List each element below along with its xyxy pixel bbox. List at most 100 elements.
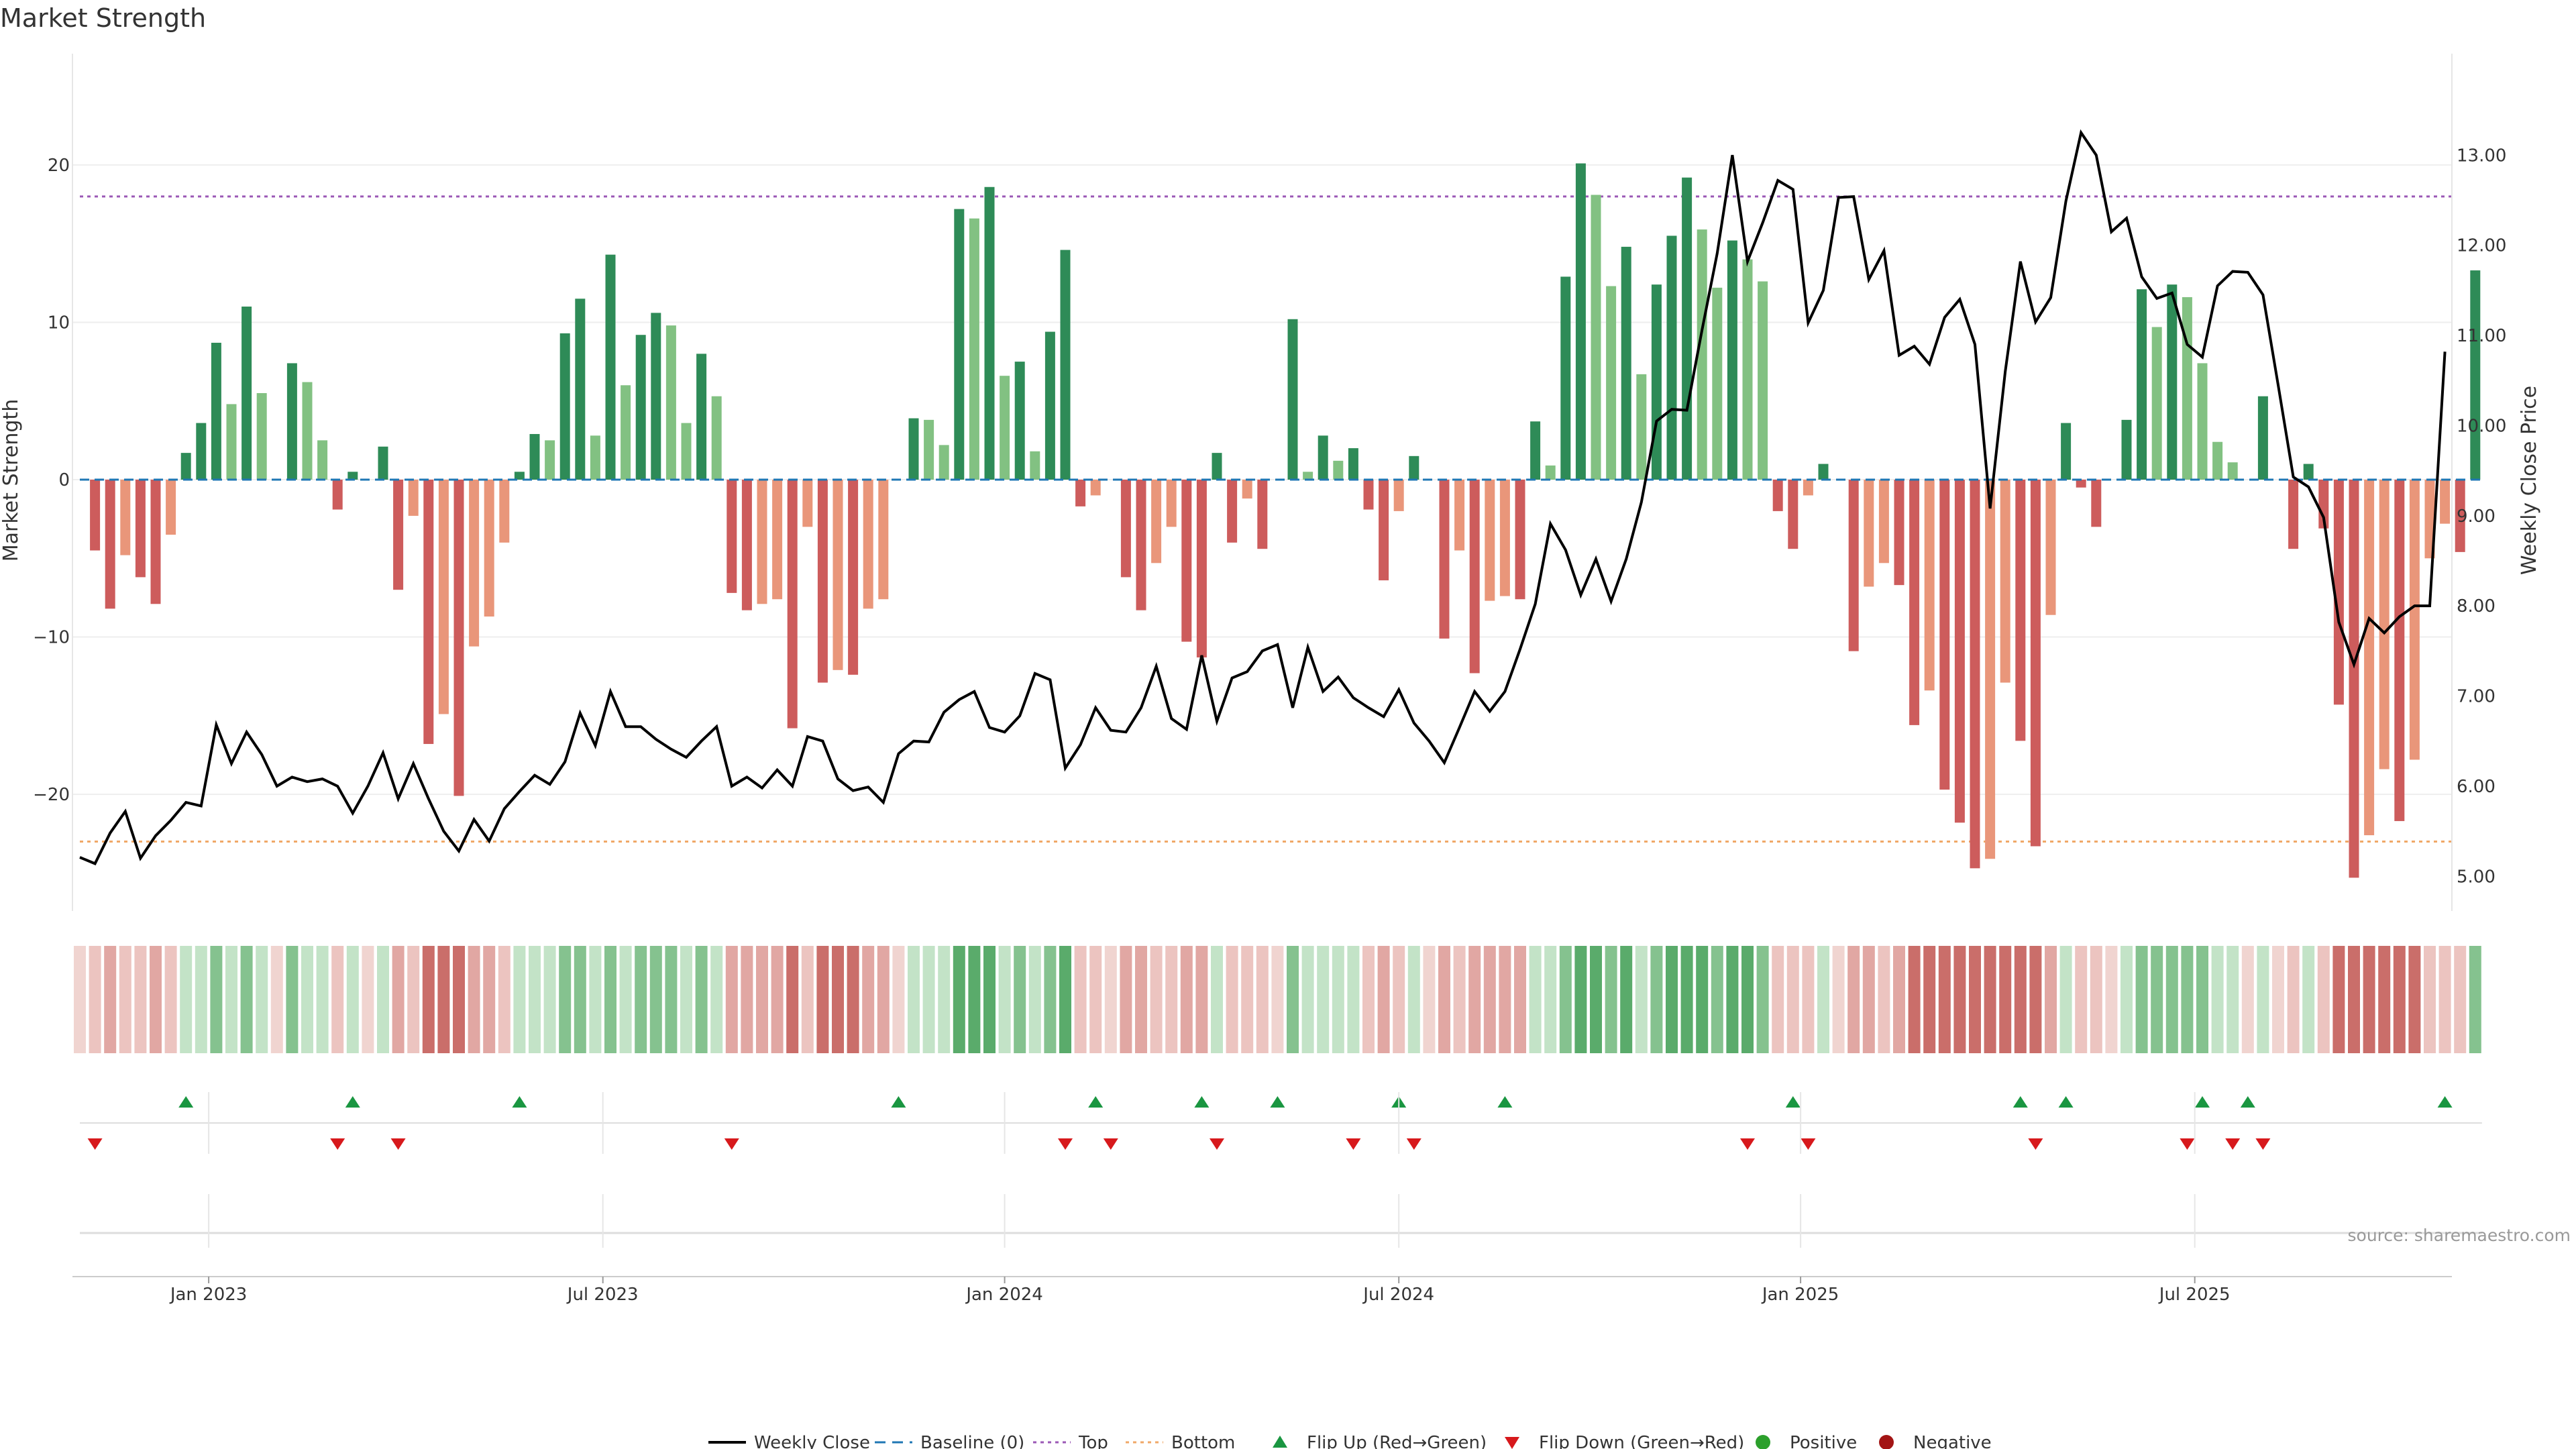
strength-bar-negative [772, 480, 783, 600]
strength-bar-negative [2045, 480, 2056, 615]
strength-bar-negative [484, 480, 494, 617]
legend-label: Weekly Close [754, 1433, 870, 1449]
strength-bar-positive [2303, 464, 2314, 480]
heat-cell [1241, 946, 1254, 1053]
strength-bar-negative [1379, 480, 1389, 581]
heat-cell [2257, 946, 2269, 1053]
source-note: source: sharemaestro.com [2348, 1226, 2571, 1245]
strength-bar-positive [1060, 250, 1071, 480]
heat-cell [2454, 946, 2467, 1053]
flip-down-marker [2255, 1138, 2271, 1150]
heat-cell [286, 946, 299, 1053]
heat-cell [2029, 946, 2042, 1053]
heat-cell [1862, 946, 1875, 1053]
heat-cell [2014, 946, 2027, 1053]
y2-tick-label: 8.00 [2457, 596, 2496, 616]
strength-bar-negative [1090, 480, 1101, 496]
heat-cell [2196, 946, 2208, 1053]
heat-cell [1089, 946, 1102, 1053]
strength-bar-positive [1682, 177, 1693, 480]
heat-cell [1104, 946, 1117, 1053]
strength-bar-negative [423, 480, 434, 745]
strength-bar-negative [1878, 480, 1889, 564]
strength-bar-negative [1227, 480, 1238, 543]
heat-cell [2059, 946, 2072, 1053]
heat-cell [2317, 946, 2330, 1053]
heat-cell [1802, 946, 1815, 1053]
strength-bar-negative [120, 480, 131, 555]
y2-axis-label: Weekly Close Price [2518, 386, 2541, 575]
heat-cell [1544, 946, 1557, 1053]
heat-cell [2378, 946, 2391, 1053]
y2-tick-label: 5.00 [2457, 867, 2496, 887]
flip-up-marker [2240, 1096, 2255, 1108]
strength-bar-negative [2030, 480, 2041, 847]
x-tick-label: Jan 2025 [1761, 1285, 1839, 1305]
strength-bar-negative [1257, 480, 1268, 549]
flip-up-marker [891, 1096, 906, 1108]
y-tick-label: −10 [33, 628, 70, 648]
flip-down-marker [1346, 1138, 1361, 1150]
heat-cell [1317, 946, 1330, 1053]
heat-cell [938, 946, 951, 1053]
heat-cell [1438, 946, 1450, 1053]
flip-down-marker [1406, 1138, 1421, 1150]
heat-cell [695, 946, 708, 1053]
heat-cell [1590, 946, 1602, 1053]
heat-cell [104, 946, 117, 1053]
strength-bar-negative [1439, 480, 1450, 639]
strength-bar-negative [1242, 480, 1252, 499]
heat-cell [1059, 946, 1071, 1053]
strength-bar-positive [286, 363, 297, 480]
flip-up-marker [1194, 1096, 1210, 1108]
strength-bar-negative [2076, 480, 2086, 488]
flip-down-marker [2028, 1138, 2043, 1150]
heat-cell [2151, 946, 2163, 1053]
heat-cell [2165, 946, 2178, 1053]
strength-bar-positive [2197, 363, 2208, 480]
heat-cell [1696, 946, 1709, 1053]
strength-bar-positive [378, 446, 388, 480]
strength-bar-positive [1212, 453, 1222, 480]
axes: 5.00 6.00 7.00 8.00 9.00 10.00 11.00 12.00 13.00 [72, 54, 2506, 911]
strength-bar-positive [635, 335, 646, 480]
strength-bar-negative [2364, 480, 2375, 836]
heat-cell [164, 946, 177, 1053]
heat-cell [968, 946, 981, 1053]
flip-down-marker [390, 1138, 406, 1150]
heat-cell [710, 946, 723, 1053]
strength-bar-negative [878, 480, 889, 600]
heat-cell [1772, 946, 1784, 1053]
strength-bar-positive [681, 423, 692, 480]
heat-cell [1786, 946, 1799, 1053]
strength-bar-positive [1697, 229, 1707, 480]
heat-cell [1195, 946, 1208, 1053]
strength-bar-positive [302, 382, 313, 480]
strength-bar-positive [2061, 423, 2072, 480]
strength-bar-positive [1014, 362, 1025, 480]
strength-bar-negative [802, 480, 813, 527]
strength-bar-positive [1742, 259, 1753, 480]
strength-bars [90, 163, 2481, 878]
heat-cell [2090, 946, 2102, 1053]
strength-bar-positive [651, 313, 661, 480]
heat-cell [1847, 946, 1860, 1053]
heat-cell [316, 946, 329, 1053]
strength-bar-negative [2015, 480, 2026, 741]
heat-cell [1377, 946, 1390, 1053]
heat-cell [392, 946, 405, 1053]
strength-bar-positive [2227, 462, 2238, 480]
y2-tick-label: 11.00 [2457, 326, 2506, 346]
heat-cell [2302, 946, 2315, 1053]
heat-cell [998, 946, 1011, 1053]
strength-bar-negative [1469, 480, 1480, 674]
y2-tick-label: 12.00 [2457, 236, 2506, 256]
strength-bar-negative [2409, 480, 2420, 760]
strength-bar-positive [665, 325, 676, 480]
legend-item: Baseline (0) [875, 1433, 1024, 1449]
strength-bar-positive [2182, 297, 2192, 480]
legend-item: Positive [1756, 1433, 1857, 1449]
flip-down-marker [1103, 1138, 1118, 1150]
strength-bar-negative [499, 480, 510, 543]
flip-up-marker [1497, 1096, 1513, 1108]
